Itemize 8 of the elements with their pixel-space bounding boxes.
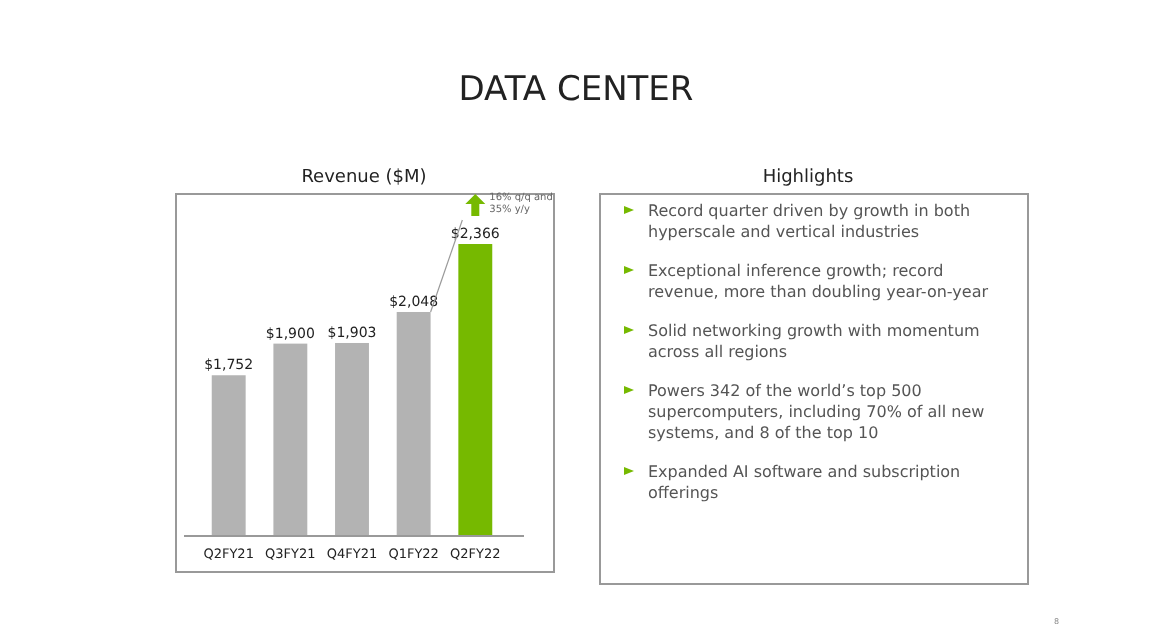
text: Highlights [762,168,854,188]
chart-title: DATA CENTER [458,70,694,110]
text: Exceptional inference growth; record revenue, more than doubling year-on-year [648,262,990,301]
text: Record quarter driven by growth in both hyperscale and vertical industries [648,202,971,241]
chart-subtitle: Revenue ($M) [301,168,427,188]
text: Expanded AI software and subscription offerings [648,463,961,502]
text: Solid networking growth with momentum across all regions [648,322,981,361]
text: Powers 342 of the world’s top 500 supercomputers, including 70% of all new systems, and 8 of the top 10 [648,382,986,442]
